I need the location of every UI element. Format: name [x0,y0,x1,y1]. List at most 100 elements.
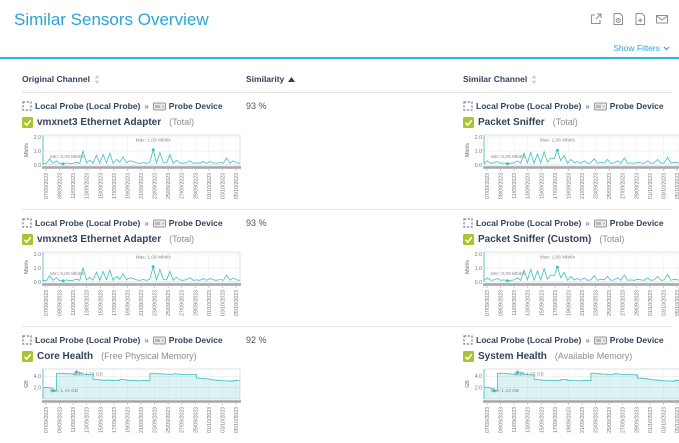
channel-mini-graph[interactable]: 0.0 1.0 2.0 Min: 0,09 Mbit/s Max: 1,06 Mbit/… [463,131,679,201]
svg-text:23/09/2023: 23/09/2023 [153,407,159,433]
accent-divider [0,57,679,59]
breadcrumb-separator: » [144,335,149,345]
device-link[interactable]: Probe Device [609,335,664,345]
breadcrumb-separator: » [585,335,590,345]
channel-mini-graph[interactable]: 0.0 1.0 2.0 Min: 0,09 Mbit/s Max: 1,06 Mbit/… [463,248,679,318]
device-icon [593,336,607,345]
report-icon[interactable] [611,12,625,26]
svg-text:15/09/2023: 15/09/2023 [539,407,545,433]
svg-text:29/09/2023: 29/09/2023 [634,290,640,316]
svg-text:07/09/2023: 07/09/2023 [485,173,491,199]
svg-text:21/09/2023: 21/09/2023 [580,290,586,316]
svg-text:Max: 1,06 Mbit/s: Max: 1,06 Mbit/s [540,255,576,261]
show-filters-link[interactable]: Show Filters [613,43,670,53]
svg-text:19/09/2023: 19/09/2023 [125,173,131,199]
device-link[interactable]: Probe Device [609,218,664,228]
svg-text:11/09/2023: 11/09/2023 [71,173,77,199]
sensor-link[interactable]: vmxnet3 Ethernet Adapter [37,116,162,128]
svg-text:4.0: 4.0 [475,374,482,380]
probe-link[interactable]: Local Probe (Local Probe) [476,101,582,111]
similar-channel-cell: Local Probe (Local Probe) » Probe Device… [463,217,679,318]
probe-link[interactable]: Local Probe (Local Probe) [35,218,141,228]
page-header: Similar Sensors Overview [0,0,679,30]
breadcrumb: Local Probe (Local Probe) » Probe Device [22,100,246,112]
probe-link[interactable]: Local Probe (Local Probe) [476,218,582,228]
column-header-original-channel[interactable]: Original Channel [22,74,246,84]
add-report-icon[interactable] [633,12,647,26]
show-filters-label: Show Filters [613,43,660,53]
svg-text:21/09/2023: 21/09/2023 [580,173,586,199]
external-link-icon[interactable] [589,12,603,26]
sensor-ok-check-icon [463,350,474,362]
breadcrumb-separator: » [144,218,149,228]
similar-channel-cell: Local Probe (Local Probe) » Probe Device… [463,334,679,435]
probe-link[interactable]: Local Probe (Local Probe) [476,335,582,345]
sensor-link[interactable]: Core Health [37,350,94,362]
svg-text:29/09/2023: 29/09/2023 [634,173,640,199]
svg-text:0.0: 0.0 [34,280,41,286]
svg-text:0.0: 0.0 [475,163,482,169]
sensor-link[interactable]: System Health [478,350,547,362]
table-row: Local Probe (Local Probe) » Probe Device… [22,93,679,210]
original-channel-cell: Local Probe (Local Probe) » Probe Device… [22,100,246,201]
svg-text:25/09/2023: 25/09/2023 [166,173,172,199]
column-header-similar-channel[interactable]: Similar Channel [463,74,672,84]
sensor-link[interactable]: vmxnet3 Ethernet Adapter [37,233,162,245]
sensor-line: Packet Sniffer (Total) [463,115,679,129]
svg-text:2.0: 2.0 [475,385,482,391]
sensor-ok-check-icon [22,116,33,128]
device-link[interactable]: Probe Device [168,335,223,345]
svg-text:GB: GB [24,380,30,388]
sensor-ok-check-icon [22,233,33,245]
svg-text:05/10/2023: 05/10/2023 [234,407,240,433]
table-row: Local Probe (Local Probe) » Probe Device… [22,327,679,443]
svg-text:03/10/2023: 03/10/2023 [661,290,667,316]
sensor-ok-check-icon [463,233,474,245]
channel-name: (Free Physical Memory) [101,351,197,361]
probe-link[interactable]: Local Probe (Local Probe) [35,335,141,345]
svg-text:19/09/2023: 19/09/2023 [125,290,131,316]
device-link[interactable]: Probe Device [168,218,223,228]
svg-text:Mbit/s: Mbit/s [24,260,30,274]
toolbar [589,12,669,26]
svg-text:23/09/2023: 23/09/2023 [153,173,159,199]
svg-text:05/10/2023: 05/10/2023 [675,290,679,316]
filters-row: Show Filters [0,43,679,53]
svg-text:Max: 1,09 Mbit/s: Max: 1,09 Mbit/s [136,255,172,261]
channel-mini-graph[interactable]: 2.0 4.0 Min: 1,43 GB Max: 4,75 GB GB 07/09/20… [463,365,679,435]
device-icon [593,102,607,111]
probe-icon [22,335,32,345]
original-channel-cell: Local Probe (Local Probe) » Probe Device… [22,334,246,435]
svg-text:21/09/2023: 21/09/2023 [139,173,145,199]
column-header-similarity[interactable]: Similarity [246,74,463,84]
device-link[interactable]: Probe Device [168,101,223,111]
svg-text:19/09/2023: 19/09/2023 [566,290,572,316]
similarity-value: 93 % [246,218,267,228]
probe-link[interactable]: Local Probe (Local Probe) [35,101,141,111]
svg-text:09/09/2023: 09/09/2023 [499,407,505,433]
similar-sensors-table: Original Channel Similarity Similar Chan… [0,59,679,443]
sensor-link[interactable]: Packet Sniffer [478,116,545,128]
svg-text:13/09/2023: 13/09/2023 [526,173,532,199]
email-icon[interactable] [655,12,669,26]
svg-text:Min: 1,43 GB: Min: 1,43 GB [50,388,78,394]
channel-mini-graph[interactable]: 0.0 1.0 2.0 Min: 0,08 Mbit/s Max: 1,09 Mbit/… [22,131,246,201]
svg-text:1.0: 1.0 [34,149,41,155]
device-link[interactable]: Probe Device [609,101,664,111]
svg-text:17/09/2023: 17/09/2023 [553,173,559,199]
sensor-link[interactable]: Packet Sniffer (Custom) [478,233,592,245]
svg-text:Mbit/s: Mbit/s [465,260,471,274]
sensor-line: System Health (Available Memory) [463,349,679,363]
svg-text:21/09/2023: 21/09/2023 [580,407,586,433]
svg-text:09/09/2023: 09/09/2023 [58,290,64,316]
svg-text:2.0: 2.0 [475,252,482,258]
svg-text:07/09/2023: 07/09/2023 [485,407,491,433]
channel-mini-graph[interactable]: 0.0 1.0 2.0 Min: 0,08 Mbit/s Max: 1,09 Mbit/… [22,248,246,318]
svg-text:25/09/2023: 25/09/2023 [607,173,613,199]
svg-text:03/10/2023: 03/10/2023 [220,173,226,199]
svg-text:25/09/2023: 25/09/2023 [607,290,613,316]
channel-mini-graph[interactable]: 2.0 4.0 Min: 1,43 GB Max: 4,76 GB GB 07/09/20… [22,365,246,435]
svg-text:27/09/2023: 27/09/2023 [621,290,627,316]
svg-text:27/09/2023: 27/09/2023 [180,290,186,316]
probe-icon [463,335,473,345]
